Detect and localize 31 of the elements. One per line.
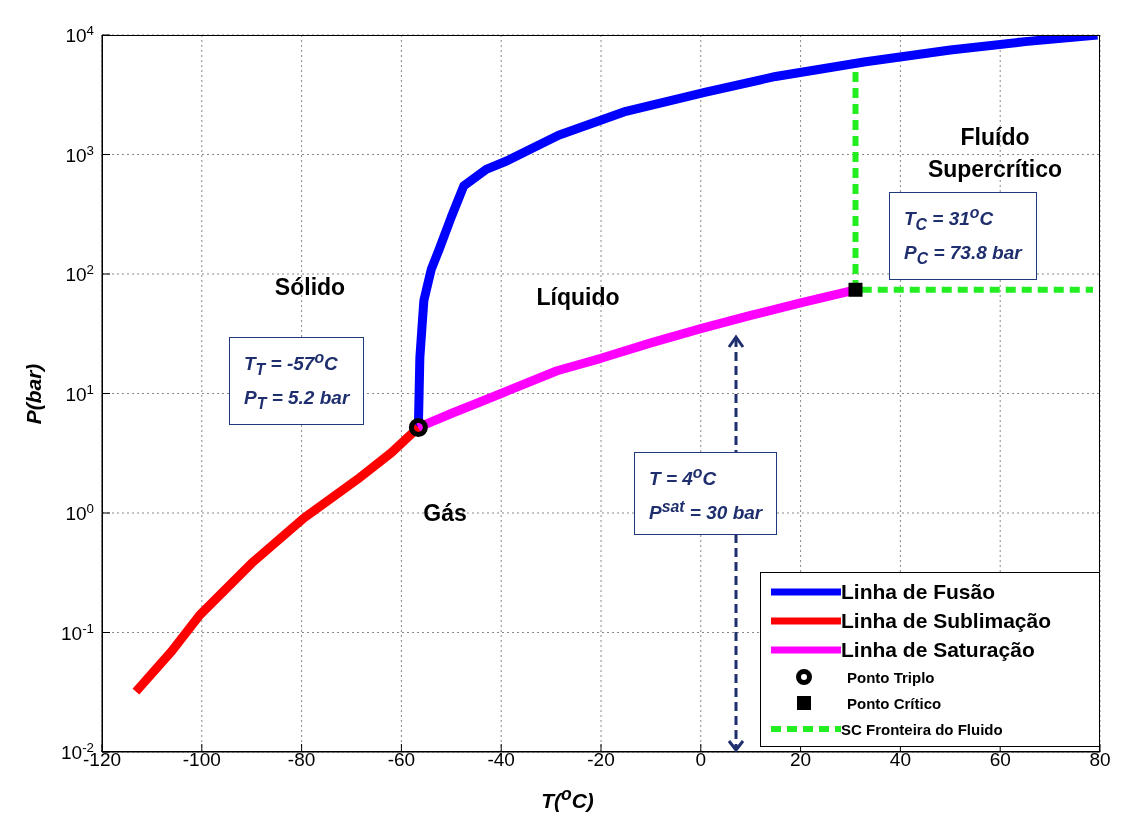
x-tick-label: 60 (989, 749, 1011, 770)
x-tick-label: 80 (1089, 749, 1111, 770)
x-tick-label: -100 (182, 749, 221, 770)
text: T$_{T}$ = -57$^{o}$C P$_{T}$ = 5.2 bar (244, 349, 350, 412)
x-axis-title: T($^{o}$C) (541, 784, 594, 812)
legend-label: Linha de Saturação (841, 637, 1035, 662)
x-tick-label: -80 (287, 749, 316, 770)
y-tick-label: 10$^{1}$ (65, 381, 94, 405)
x-tick-label: 20 (790, 749, 812, 770)
annotation: Gás (423, 499, 467, 528)
x-tick-label: -20 (587, 749, 615, 770)
y-tick-label: 10$^{0}$ (65, 500, 94, 524)
x-tick-label: 40 (889, 749, 911, 770)
x-tick-label: -60 (387, 749, 416, 770)
y-axis-title: P(bar) (22, 363, 46, 424)
legend-label: Ponto Crítico (847, 694, 942, 712)
legend-label: Ponto Triplo (847, 668, 935, 686)
legend-label: Linha de Fusão (841, 579, 996, 604)
text: T = 4$^{o}$C P$^{sat}$ = 30 bar (649, 464, 763, 524)
annotation: Sólido (274, 273, 346, 302)
text: T$_{C}$ = 31$^{o}$C P$_{C}$ = 73.8 bar (904, 204, 1022, 267)
legend-label: SC Fronteira do Fluido (841, 720, 1003, 738)
y-tick-label: 10$^{2}$ (65, 261, 94, 285)
annotation: Fluído Supercrítico (927, 123, 1063, 184)
legend-label: Linha de Sublimação (841, 608, 1052, 633)
y-tick-label: 10$^{4}$ (65, 22, 94, 46)
annotation: Líquido (536, 283, 620, 312)
y-tick-label: 10$^{-1}$ (61, 620, 94, 644)
x-tick-label: -40 (487, 749, 515, 770)
y-tick-label: 10$^{3}$ (65, 142, 94, 166)
x-tick-label: 0 (695, 749, 707, 770)
